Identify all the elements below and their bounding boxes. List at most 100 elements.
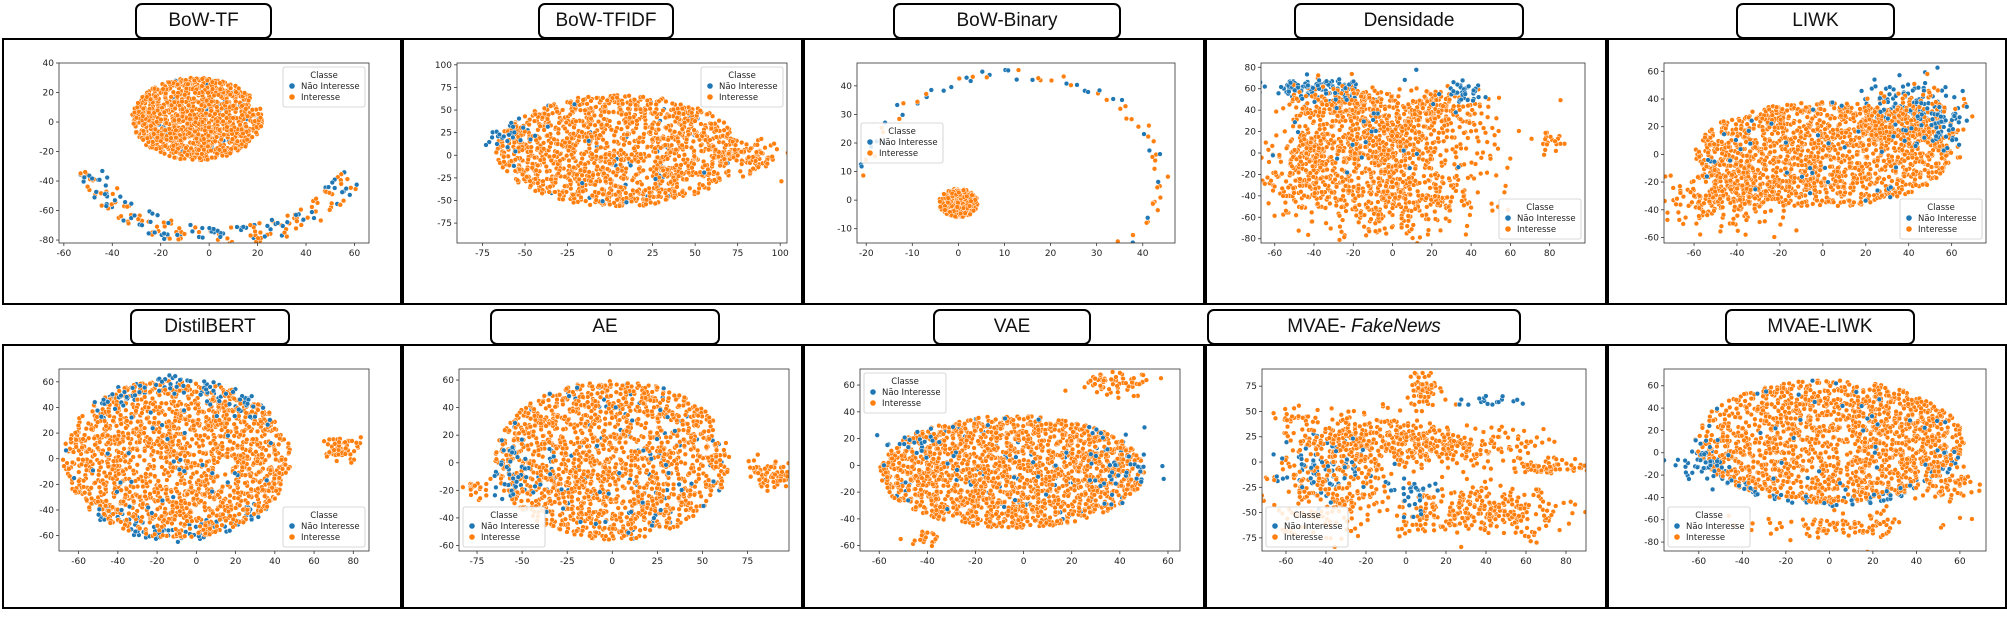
point-interesse — [1390, 121, 1396, 128]
point-interesse — [755, 164, 761, 170]
point-interesse — [505, 153, 511, 159]
point-interesse — [588, 116, 594, 122]
point-nao-interesse — [899, 112, 906, 118]
point-interesse — [1423, 111, 1429, 117]
point-nao-interesse — [311, 215, 317, 221]
point-interesse — [1287, 170, 1293, 176]
point-interesse — [1332, 176, 1338, 183]
point-interesse — [1395, 100, 1401, 106]
point-interesse — [1361, 224, 1367, 230]
point-interesse — [247, 232, 254, 239]
point-interesse — [233, 98, 239, 105]
point-interesse — [1249, 162, 1254, 167]
point-interesse — [633, 106, 639, 113]
point-interesse — [1261, 148, 1262, 152]
legend-box — [860, 122, 944, 164]
point-interesse — [554, 149, 560, 155]
point-interesse — [723, 142, 729, 148]
point-interesse — [960, 187, 967, 193]
point-interesse — [1415, 188, 1421, 194]
point-interesse — [340, 198, 347, 204]
point-interesse — [1068, 82, 1074, 88]
legend-label: Interesse — [301, 93, 340, 103]
point-nao-interesse — [81, 174, 87, 181]
point-interesse — [134, 104, 140, 110]
point-interesse — [1329, 102, 1335, 108]
y-tick-label: 10 — [841, 168, 853, 178]
point-interesse — [1309, 163, 1316, 169]
point-interesse — [1390, 184, 1396, 190]
point-interesse — [1344, 201, 1350, 208]
point-interesse — [568, 152, 575, 158]
point-interesse — [591, 160, 597, 166]
point-interesse — [896, 116, 902, 122]
point-interesse — [678, 162, 684, 168]
point-interesse — [1402, 122, 1409, 129]
point-interesse — [220, 112, 226, 118]
point-interesse — [1311, 118, 1317, 125]
point-interesse — [600, 191, 606, 197]
y-tick-label: -25 — [437, 174, 452, 184]
point-interesse — [1401, 172, 1407, 178]
point-interesse — [708, 125, 714, 132]
point-nao-interesse — [117, 194, 123, 200]
point-interesse — [1346, 188, 1352, 194]
point-interesse — [576, 176, 582, 183]
point-interesse — [1065, 273, 1070, 278]
point-interesse — [566, 170, 572, 177]
point-interesse — [690, 138, 697, 145]
point-interesse — [227, 150, 233, 156]
point-interesse — [1352, 150, 1358, 156]
point-interesse — [1435, 109, 1442, 115]
point-interesse — [646, 153, 652, 159]
point-interesse — [592, 182, 598, 188]
point-interesse — [1425, 231, 1431, 238]
point-interesse — [1280, 105, 1286, 111]
y-tick-label: -10 — [837, 225, 852, 235]
point-interesse — [203, 98, 210, 104]
point-interesse — [170, 89, 177, 95]
point-nao-interesse — [1074, 82, 1080, 88]
point-interesse — [607, 160, 613, 167]
point-interesse — [1382, 168, 1388, 175]
point-interesse — [1424, 204, 1430, 210]
legend-box — [700, 66, 784, 108]
point-interesse — [1279, 185, 1285, 192]
point-interesse — [1389, 179, 1395, 185]
point-interesse — [746, 154, 752, 160]
point-interesse — [1407, 141, 1413, 148]
point-interesse — [1292, 177, 1299, 184]
point-interesse — [223, 99, 230, 105]
point-interesse — [326, 190, 333, 196]
point-interesse — [648, 199, 654, 206]
point-interesse — [1463, 145, 1469, 152]
point-interesse — [1492, 141, 1498, 148]
point-interesse — [1349, 71, 1355, 77]
point-interesse — [1405, 218, 1412, 224]
point-interesse — [621, 142, 627, 148]
point-interesse — [217, 80, 223, 86]
point-interesse — [168, 135, 174, 141]
point-interesse — [1294, 96, 1300, 102]
point-interesse — [564, 135, 570, 141]
point-interesse — [555, 130, 561, 136]
point-interesse — [1313, 180, 1319, 186]
point-interesse — [588, 98, 594, 104]
point-interesse — [1489, 125, 1495, 131]
point-interesse — [673, 162, 680, 168]
point-interesse — [1389, 224, 1395, 230]
point-interesse — [1373, 205, 1379, 211]
point-interesse — [1339, 167, 1345, 173]
point-interesse — [1282, 128, 1288, 135]
point-interesse — [1375, 175, 1382, 181]
point-interesse — [532, 188, 539, 194]
point-interesse — [1366, 166, 1372, 173]
point-interesse — [1507, 155, 1513, 162]
point-interesse — [1357, 210, 1364, 216]
point-interesse — [1475, 138, 1482, 144]
point-interesse — [329, 200, 335, 207]
point-interesse — [211, 92, 217, 99]
point-interesse — [1446, 218, 1453, 224]
point-nao-interesse — [147, 219, 154, 225]
point-nao-interesse — [963, 75, 970, 81]
